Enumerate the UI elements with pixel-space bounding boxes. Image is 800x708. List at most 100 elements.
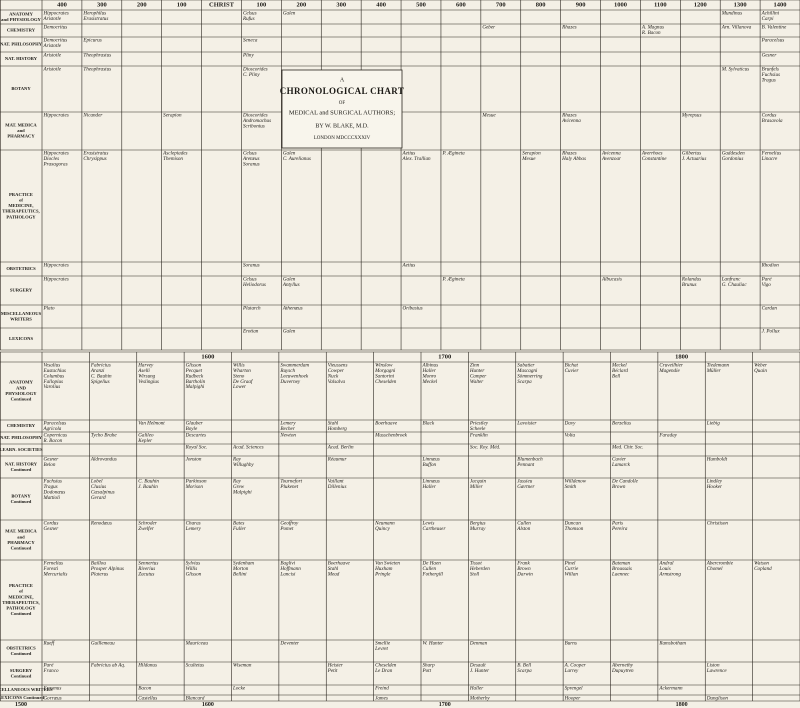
author-name: Aretæus — [242, 156, 260, 162]
author-name: Linacre — [761, 156, 778, 162]
author-name: Mead — [327, 571, 340, 577]
author-name: Celsus — [243, 11, 257, 17]
row-label: THERAPEUTICS, — [2, 209, 39, 214]
author-name: Valsalva — [328, 379, 346, 385]
author-name: Antyllus — [282, 282, 300, 288]
author-name: Mundinus — [721, 11, 742, 17]
author-name: Willdenow — [565, 479, 587, 485]
author-name: Armstrong — [658, 571, 681, 577]
author-name: Brunus — [682, 282, 697, 288]
author-name: Gesner — [44, 457, 59, 463]
author-name: Vaillant — [328, 479, 344, 485]
author-name: Sydenham — [233, 561, 254, 567]
author-name: Erasistratus — [82, 151, 108, 157]
footer-label: 1500 — [15, 702, 27, 708]
author-name: Blumenbach — [517, 457, 543, 463]
author-name: Clusius — [91, 484, 106, 490]
author-name: Aristotle — [43, 67, 62, 73]
scale-label: 100 — [177, 1, 187, 8]
author-name: Abercrombie — [706, 561, 734, 567]
author-name: Cuvier — [565, 368, 579, 374]
author-name: James — [375, 696, 388, 702]
author-name: Sharp — [423, 663, 436, 669]
author-name: Magendie — [658, 368, 680, 374]
author-name: Zacutus — [138, 571, 154, 577]
author-name: Rhazes — [561, 113, 576, 119]
author-name: Rhodion — [761, 263, 780, 269]
author-name: J. Bauhin — [138, 484, 158, 490]
author-name: Andromachus — [242, 118, 271, 124]
author-name: Cordus — [44, 521, 59, 527]
author-name: Smith — [565, 484, 577, 490]
row-label: PRACTICE — [9, 583, 33, 588]
author-name: Santorini — [375, 373, 395, 379]
author-name: Mercurialis — [43, 571, 68, 577]
author-name: Soranus — [243, 263, 260, 269]
author-name: Pinel — [564, 561, 576, 567]
author-name: Stoll — [470, 571, 480, 577]
scale-label: 1400 — [774, 1, 787, 8]
author-name: Cuvier — [612, 457, 626, 463]
author-name: R. Bacon — [43, 438, 63, 444]
author-name: Baglivi — [280, 561, 295, 567]
row-label: Continued — [11, 396, 32, 401]
author-name: Soranus — [243, 161, 260, 167]
author-name: Riverius — [137, 566, 155, 572]
author-name: Platerus — [90, 571, 108, 577]
author-name: Copernicus — [44, 433, 68, 439]
author-name: Serapion — [163, 113, 182, 119]
author-name: Mauriceau — [185, 641, 209, 647]
author-name: Linnæus — [422, 457, 440, 463]
author-name: Hunter — [469, 368, 484, 374]
author-name: Aristotle — [43, 53, 62, 59]
row-label: WRITERS — [10, 316, 32, 321]
author-name: Willughby — [233, 462, 254, 468]
author-name: Quain — [754, 368, 767, 374]
row-label: PRACTICE — [9, 192, 33, 197]
row-label: PATHOLOGY — [6, 214, 36, 219]
author-name: Varolius — [44, 384, 61, 390]
author-name: Gorræus — [44, 696, 62, 702]
author-name: Achillini — [761, 11, 780, 17]
author-name: Blancard — [186, 696, 205, 702]
author-name: Arn. Villanova — [721, 25, 752, 31]
author-name: Rolandus — [681, 277, 701, 283]
author-name: Baillou — [91, 561, 106, 567]
author-name: Heliodorus — [242, 282, 266, 288]
author-name: C. Bauhin — [138, 479, 159, 485]
author-name: Laennec — [611, 571, 630, 577]
author-name: Fuchsius — [43, 479, 62, 485]
author-name: Cruveilhier — [659, 363, 683, 369]
author-name: Veslingius — [138, 379, 159, 385]
author-name: Scheele — [470, 426, 486, 432]
scale-label: 400 — [57, 1, 67, 8]
author-name: Pringle — [374, 571, 391, 577]
author-name: Galen — [283, 151, 296, 157]
author-name: Hildanus — [137, 663, 157, 669]
author-name: Currie — [565, 566, 579, 572]
author-name: Haller — [422, 484, 436, 490]
author-name: Myrepsus — [681, 113, 702, 119]
author-name: Heister — [327, 663, 343, 669]
title-line: LONDON MDCCCXXXIV — [314, 136, 371, 141]
author-name: Avicenna — [601, 151, 621, 157]
author-name: Rufus — [242, 15, 255, 22]
author-name: Paré — [43, 663, 55, 669]
author-name: Willan — [565, 571, 579, 577]
scale-label: 200 — [296, 1, 306, 8]
author-name: Agricola — [43, 426, 62, 432]
author-name: Nuck — [327, 373, 339, 379]
author-name: Jussieu — [517, 479, 532, 485]
author-name: Tiedemann — [707, 363, 730, 369]
author-name: Lanfranc — [721, 276, 741, 283]
row-label: NAT. PHILOSOPHY — [0, 42, 43, 47]
row-label: LEXICONS — [9, 336, 33, 341]
author-name: Heberden — [469, 566, 490, 572]
author-name: Brown — [612, 484, 626, 490]
author-name: Brasavola — [762, 118, 783, 124]
author-name: Prosper Alpinus — [90, 566, 124, 572]
author-name: Volta — [565, 433, 576, 439]
author-name: Scarpa — [517, 668, 532, 674]
author-name: Mesue — [521, 156, 536, 162]
author-name: Franco — [43, 668, 59, 674]
